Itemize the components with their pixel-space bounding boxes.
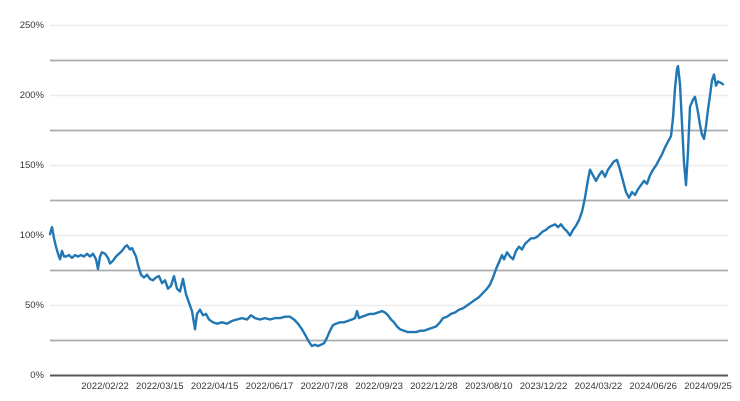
y-tick-label: 200% xyxy=(19,89,44,101)
data-series-line xyxy=(48,64,725,348)
x-tick-label: 2022/02/22 xyxy=(81,381,129,392)
x-tick-label: 2022/07/28 xyxy=(300,381,349,392)
y-tick-label: 150% xyxy=(19,159,44,171)
x-tick-label: 2022/12/28 xyxy=(410,381,458,392)
y-tick-label: 250% xyxy=(19,19,44,31)
x-tick-label: 2022/03/15 xyxy=(136,381,184,392)
x-tick-label: 2024/03/22 xyxy=(574,381,623,392)
y-tick-label: 50% xyxy=(24,299,44,311)
x-tick-label: 2022/04/15 xyxy=(190,381,239,392)
y-tick-label: 100% xyxy=(19,229,44,241)
x-tick-label: 2023/12/22 xyxy=(519,381,568,392)
x-tick-label: 2024/06/26 xyxy=(629,381,677,392)
x-tick-label: 2023/08/10 xyxy=(464,381,513,392)
y-tick-label: 0% xyxy=(30,369,44,381)
x-tick-label: 2024/09/25 xyxy=(684,381,732,392)
x-tick-label: 2022/09/23 xyxy=(355,381,403,392)
x-tick-label: 2022/06/17 xyxy=(245,381,294,392)
